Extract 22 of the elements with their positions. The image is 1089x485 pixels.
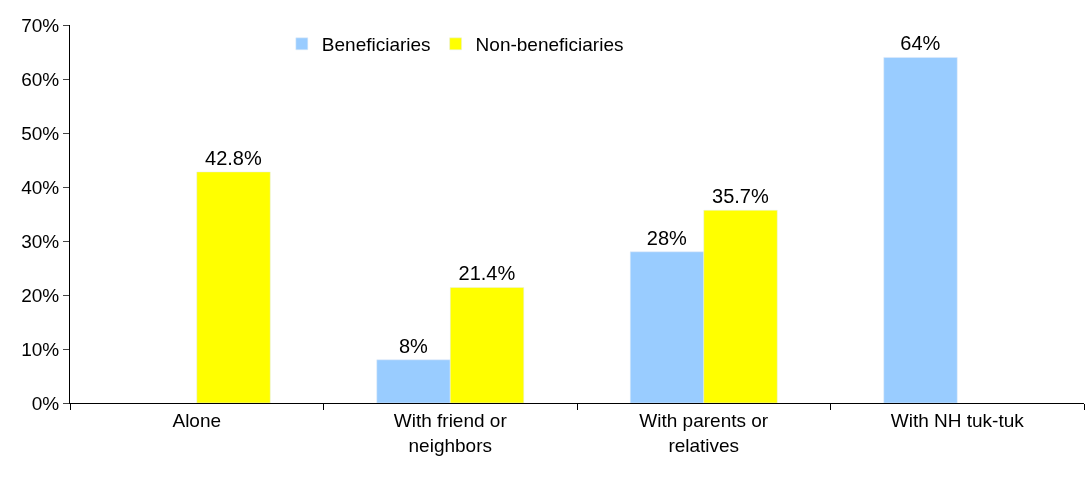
legend-label: Beneficiaries: [321, 34, 431, 56]
y-tick-label: 0%: [31, 392, 60, 414]
x-tick-label: With parents or relatives: [639, 409, 769, 456]
y-tick-label: 10%: [21, 338, 60, 360]
bar: [196, 171, 271, 403]
y-tick-label: 70%: [21, 14, 60, 36]
y-tick-label: 20%: [21, 284, 60, 306]
data-label: 28%: [646, 226, 688, 249]
data-label: 64%: [900, 32, 941, 55]
x-tick-label: With friend or neighbors: [393, 409, 508, 456]
data-label: 35.7%: [712, 185, 769, 208]
y-tick-label: 40%: [21, 176, 60, 198]
bar: [883, 57, 958, 403]
y-tick-label: 30%: [21, 230, 60, 252]
x-tick-label: Alone: [172, 409, 222, 431]
x-tick-label: With NH tuk-tuk: [890, 409, 1025, 431]
data-label: 42.8%: [205, 146, 262, 169]
data-label: 21.4%: [458, 262, 516, 285]
legend-label: Non-beneficiaries: [475, 34, 624, 56]
y-tick-label: 50%: [21, 122, 60, 144]
y-tick-label: 60%: [21, 68, 60, 90]
data-label: 8%: [398, 334, 429, 357]
